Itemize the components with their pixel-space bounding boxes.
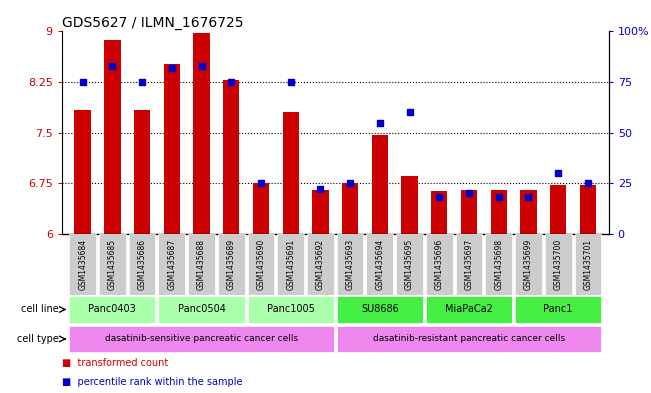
Bar — [163, 64, 180, 234]
Point — [167, 65, 177, 71]
Bar — [515, 234, 542, 295]
Bar — [402, 176, 418, 234]
Bar — [158, 234, 185, 295]
Point — [315, 186, 326, 193]
Text: Panc0504: Panc0504 — [178, 305, 225, 314]
Text: SU8686: SU8686 — [361, 305, 398, 314]
Bar — [520, 190, 536, 234]
Bar — [277, 234, 304, 295]
Bar — [188, 234, 215, 295]
Bar — [104, 40, 120, 234]
Point — [197, 63, 207, 69]
Bar — [69, 326, 334, 352]
Point — [464, 190, 474, 196]
Point — [583, 180, 593, 186]
Point — [77, 79, 88, 85]
Point — [137, 79, 147, 85]
Text: GSM1435687: GSM1435687 — [167, 239, 176, 290]
Bar — [337, 234, 363, 295]
Text: GSM1435698: GSM1435698 — [494, 239, 503, 290]
Text: dasatinib-sensitive pancreatic cancer cells: dasatinib-sensitive pancreatic cancer ce… — [105, 334, 298, 343]
Bar — [545, 234, 572, 295]
Text: GSM1435691: GSM1435691 — [286, 239, 295, 290]
Text: ■  percentile rank within the sample: ■ percentile rank within the sample — [62, 377, 242, 387]
Bar — [550, 185, 566, 234]
Bar — [134, 110, 150, 234]
Text: cell line: cell line — [21, 305, 59, 314]
Text: GSM1435686: GSM1435686 — [137, 239, 146, 290]
Point — [345, 180, 355, 186]
Bar — [218, 234, 245, 295]
Bar — [129, 234, 156, 295]
Bar — [579, 185, 596, 234]
Text: MiaPaCa2: MiaPaCa2 — [445, 305, 493, 314]
Bar — [158, 296, 245, 323]
Point — [404, 109, 415, 116]
Text: GDS5627 / ILMN_1676725: GDS5627 / ILMN_1676725 — [62, 17, 243, 30]
Text: GSM1435693: GSM1435693 — [346, 239, 355, 290]
Bar — [461, 190, 477, 234]
Bar — [486, 234, 512, 295]
Point — [226, 79, 236, 85]
Bar — [426, 234, 452, 295]
Bar — [337, 326, 602, 352]
Text: Panc1: Panc1 — [544, 305, 573, 314]
Text: GSM1435700: GSM1435700 — [553, 239, 562, 290]
Text: dasatinib-resistant pancreatic cancer cells: dasatinib-resistant pancreatic cancer ce… — [373, 334, 565, 343]
Bar — [312, 190, 329, 234]
Bar — [367, 234, 393, 295]
Bar — [372, 135, 388, 234]
Text: cell type: cell type — [17, 334, 59, 344]
Text: GSM1435695: GSM1435695 — [405, 239, 414, 290]
Bar — [396, 234, 423, 295]
Text: GSM1435701: GSM1435701 — [583, 239, 592, 290]
Bar — [456, 234, 482, 295]
Bar — [426, 296, 512, 323]
Text: GSM1435696: GSM1435696 — [435, 239, 444, 290]
Bar — [307, 234, 334, 295]
Bar — [193, 33, 210, 234]
Text: GSM1435697: GSM1435697 — [465, 239, 473, 290]
Bar — [99, 234, 126, 295]
Bar — [431, 191, 447, 234]
Bar — [283, 112, 299, 234]
Bar — [337, 296, 423, 323]
Text: GSM1435694: GSM1435694 — [376, 239, 384, 290]
Point — [434, 194, 445, 200]
Text: GSM1435690: GSM1435690 — [256, 239, 266, 290]
Point — [256, 180, 266, 186]
Point — [493, 194, 504, 200]
Bar — [69, 296, 156, 323]
Bar — [69, 234, 96, 295]
Text: GSM1435688: GSM1435688 — [197, 239, 206, 290]
Text: Panc1005: Panc1005 — [267, 305, 314, 314]
Text: GSM1435685: GSM1435685 — [108, 239, 117, 290]
Point — [374, 119, 385, 126]
Bar — [342, 183, 358, 234]
Bar — [491, 190, 507, 234]
Text: GSM1435692: GSM1435692 — [316, 239, 325, 290]
Bar — [515, 296, 602, 323]
Point — [553, 170, 563, 176]
Text: Panc0403: Panc0403 — [89, 305, 136, 314]
Bar — [74, 110, 91, 234]
Text: GSM1435684: GSM1435684 — [78, 239, 87, 290]
Bar — [247, 296, 334, 323]
Point — [107, 63, 118, 69]
Text: GSM1435689: GSM1435689 — [227, 239, 236, 290]
Bar — [575, 234, 602, 295]
Text: GSM1435699: GSM1435699 — [524, 239, 533, 290]
Bar — [247, 234, 274, 295]
Bar — [223, 80, 240, 234]
Bar — [253, 183, 269, 234]
Point — [523, 194, 534, 200]
Point — [286, 79, 296, 85]
Text: ■  transformed count: ■ transformed count — [62, 358, 168, 367]
